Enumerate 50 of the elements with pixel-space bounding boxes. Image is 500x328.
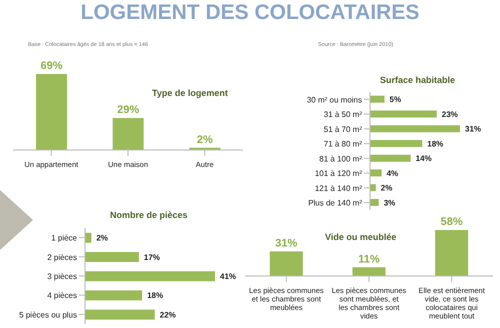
bar <box>370 96 385 103</box>
data-label: 11% <box>358 253 380 266</box>
y-tick-label: 1 pièce <box>51 234 78 243</box>
bar <box>370 184 376 192</box>
bar <box>370 198 379 206</box>
data-label: 17% <box>144 252 160 262</box>
data-label: 31% <box>465 124 482 134</box>
y-tick-label: 3 pièces <box>47 272 77 281</box>
bar <box>85 290 142 300</box>
data-label: 18% <box>147 291 164 300</box>
bar <box>370 154 411 162</box>
y-tick-label: 31 à 50 m² <box>324 110 362 120</box>
y-tick-label: Plus de 140 m² <box>308 198 362 208</box>
data-label: 58% <box>440 216 463 228</box>
bar <box>85 310 155 320</box>
text: Type de logement <box>152 88 228 98</box>
y-tick-label: 4 pièces <box>47 291 77 300</box>
data-label: 2% <box>196 134 213 146</box>
y-tick-label: 5 pièces ou plus <box>19 310 77 320</box>
bar <box>85 232 92 243</box>
bar <box>370 125 460 132</box>
bar <box>85 252 139 262</box>
chart-title: Nombre de pièces <box>110 210 188 220</box>
data-label: 2% <box>96 234 108 243</box>
data-label: 4% <box>386 168 398 178</box>
data-label: 18% <box>427 139 444 148</box>
data-label: 2% <box>380 184 392 193</box>
data-label: 23% <box>442 110 458 119</box>
y-tick-label: 51 à 70 m² <box>324 124 362 134</box>
data-label: 69% <box>40 60 63 72</box>
bar <box>85 271 215 282</box>
bar <box>370 110 437 118</box>
data-label: 14% <box>416 154 432 164</box>
data-label: 41% <box>220 272 236 282</box>
y-tick-label: 2 pièces <box>47 252 77 262</box>
bar <box>370 169 382 176</box>
bar <box>370 140 422 147</box>
data-label: 31% <box>275 237 298 250</box>
y-tick-label: 121 à 140 m² <box>314 184 362 193</box>
text: LOGEMENT DES COLOCATAIRES <box>80 1 420 25</box>
y-tick-label: 30 m² ou moins <box>306 95 362 104</box>
y-tick-label: 71 à 80 m² <box>324 140 362 149</box>
y-tick-label: 81 à 100 m² <box>319 154 362 164</box>
data-label: 3% <box>384 198 396 208</box>
data-label: 22% <box>160 310 176 320</box>
y-tick-label: 101 à 120 m² <box>314 169 362 178</box>
data-label: 5% <box>390 95 402 104</box>
chart-title: Vide ou meublée <box>325 232 396 242</box>
chart-title: Surface habitable <box>380 75 456 85</box>
data-label: 29% <box>117 104 140 116</box>
